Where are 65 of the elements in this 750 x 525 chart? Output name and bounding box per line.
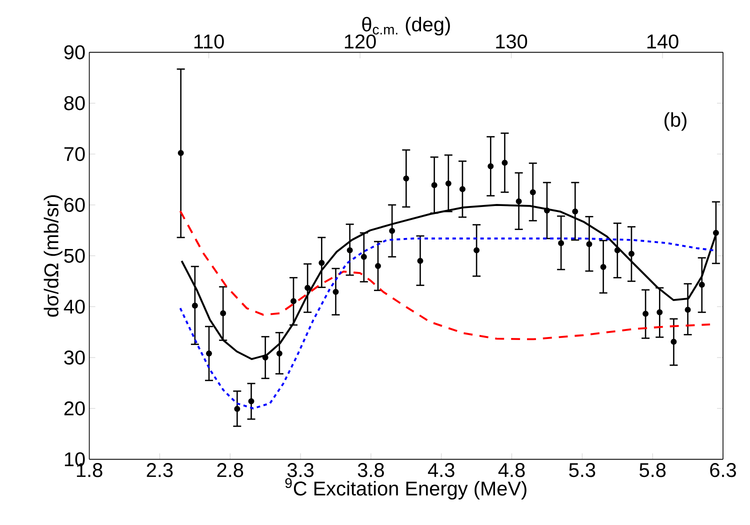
annotation: (b)	[664, 112, 686, 131]
point	[600, 264, 606, 270]
x2-axis-title: θ$_{c.m.}$ (deg)	[362, 16, 450, 36]
point	[614, 247, 620, 254]
y-tick-label: 90	[64, 45, 85, 60]
point	[572, 208, 578, 215]
point	[431, 182, 438, 188]
x-tick-label: 6.3	[710, 463, 736, 478]
line-series	[179, 210, 711, 340]
point	[544, 208, 550, 214]
point	[374, 262, 381, 269]
point	[248, 398, 254, 404]
x2-tick-label: 130	[496, 34, 528, 49]
point	[346, 247, 353, 254]
point	[502, 160, 508, 166]
x2-tick-label: 110	[194, 34, 224, 49]
x-tick-label: 5.8	[640, 463, 666, 478]
point	[474, 247, 480, 254]
x-tick-label: 2.3	[146, 463, 173, 478]
point	[459, 186, 466, 192]
point	[332, 288, 339, 295]
y-tick-label: 70	[64, 147, 85, 162]
x2-tick-label: 120	[344, 34, 376, 49]
y-axis-title: dσ/dΩ (mb/sr)	[44, 195, 62, 317]
point	[318, 260, 325, 266]
point	[192, 302, 198, 309]
y-tick-label: 40	[64, 300, 85, 314]
point	[642, 310, 649, 317]
y-tick-label: 60	[64, 198, 85, 212]
point	[304, 284, 311, 291]
point	[220, 310, 226, 316]
point	[530, 189, 536, 196]
x-tick-label: 3.8	[358, 463, 384, 478]
point	[628, 250, 634, 257]
point	[656, 309, 663, 316]
point	[712, 230, 719, 236]
x-tick-label: 4.8	[498, 463, 525, 478]
point	[234, 406, 240, 412]
x-tick-label: 3.3	[287, 463, 314, 478]
point	[360, 254, 367, 260]
x-axis-title: $^{9}$C Excitation Energy (MeV)	[285, 478, 526, 500]
y-tick-label: 20	[64, 401, 85, 416]
point	[178, 150, 184, 156]
x2-tick-label: 140	[647, 34, 678, 49]
point	[206, 350, 212, 356]
x-tick-label: 2.8	[217, 463, 244, 478]
x-tick-label: 5.3	[569, 463, 596, 478]
point	[670, 338, 677, 345]
point	[516, 198, 522, 204]
point	[698, 282, 705, 288]
point	[586, 241, 592, 248]
x-tick-label: 4.3	[428, 463, 454, 478]
point	[558, 240, 564, 246]
point	[290, 298, 296, 304]
point	[389, 228, 396, 234]
point	[445, 180, 452, 187]
y-tick-label: 80	[64, 96, 85, 110]
y-tick-label: 30	[64, 350, 85, 365]
point	[262, 354, 268, 361]
point	[488, 163, 494, 170]
y-tick-label: 50	[64, 248, 85, 263]
point	[684, 306, 691, 313]
point	[403, 175, 410, 182]
point	[417, 258, 424, 264]
point	[276, 350, 282, 356]
